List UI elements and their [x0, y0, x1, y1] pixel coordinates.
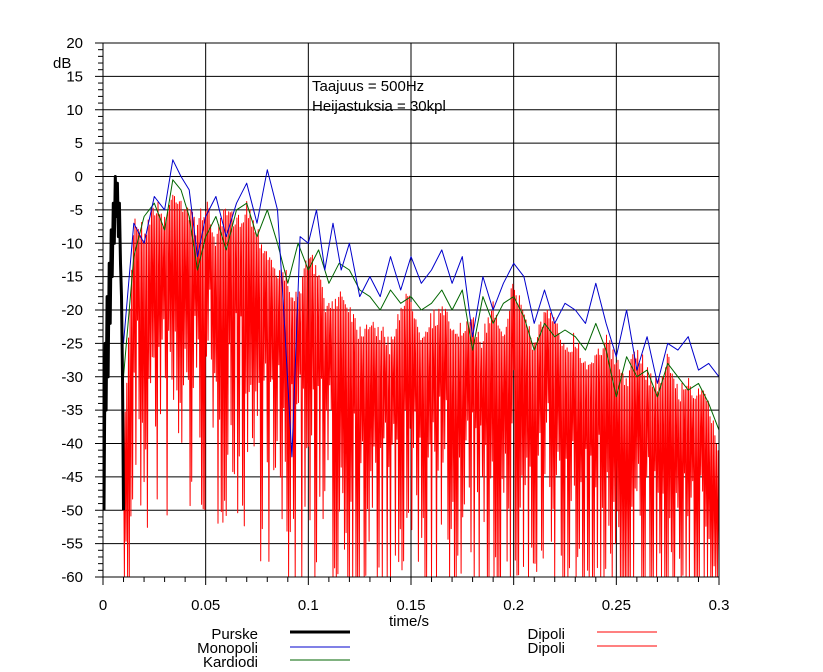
y-tick-label: -35	[61, 402, 83, 419]
x-tick-labels: 0 0.05 0.1 0.15 0.2 0.25 0.3	[99, 597, 730, 614]
x-tick-label: 0.3	[709, 597, 730, 614]
legend: Purske Monopoli Kardiodi Dipoli Dipoli	[197, 626, 657, 671]
x-tick-label: 0.05	[191, 597, 220, 614]
y-tick-label: -20	[61, 302, 83, 319]
x-axis-label: time/s	[389, 613, 429, 630]
y-tick-label: -25	[61, 335, 83, 352]
y-tick-label: -30	[61, 369, 83, 386]
y-tick-label: -40	[61, 436, 83, 453]
series-line-purske	[102, 175, 125, 511]
legend-label-monopoli: Monopoli	[197, 640, 258, 657]
y-tick-label: -55	[61, 536, 83, 553]
x-tick-label: 0.15	[396, 597, 425, 614]
y-tick-label: -45	[61, 469, 83, 486]
y-tick-label: -5	[70, 202, 83, 219]
annotation-frequency: Taajuus = 500Hz	[312, 78, 424, 95]
series-line-dipoli	[123, 194, 720, 578]
series-line-monopoli	[123, 159, 720, 458]
series-line-kardiodi	[123, 179, 720, 431]
legend-label-kardiodi: Kardiodi	[203, 654, 258, 671]
x-tick-label: 0.1	[298, 597, 319, 614]
y-tick-label: -15	[61, 269, 83, 286]
x-tick-label: 0	[99, 597, 107, 614]
y-tick-label: 5	[75, 135, 83, 152]
x-tick-label: 0.2	[503, 597, 524, 614]
series-layer	[102, 159, 720, 578]
y-tick-label: 10	[66, 102, 83, 119]
y-tick-labels: 20 15 10 5 0 -5 -10 -15 -20 -25 -30 -35 -40 -45 -50 -55…	[61, 35, 83, 586]
x-tick-label: 0.25	[602, 597, 631, 614]
annotation-reflections: Heijastuksia = 30kpl	[312, 98, 446, 115]
y-tick-label: 20	[66, 35, 83, 52]
axis-ticks	[95, 42, 720, 585]
y-tick-label: -50	[61, 502, 83, 519]
legend-label-dipoli-1: Dipoli	[527, 626, 565, 643]
y-tick-label: -10	[61, 235, 83, 252]
y-tick-label: -60	[61, 569, 83, 586]
plot-frame	[102, 42, 720, 578]
y-tick-label: 15	[66, 68, 83, 85]
y-axis-label: dB	[53, 55, 71, 72]
legend-label-purske: Purske	[211, 626, 258, 643]
legend-label-dipoli-2: Dipoli	[527, 640, 565, 657]
y-tick-label: 0	[75, 169, 83, 186]
